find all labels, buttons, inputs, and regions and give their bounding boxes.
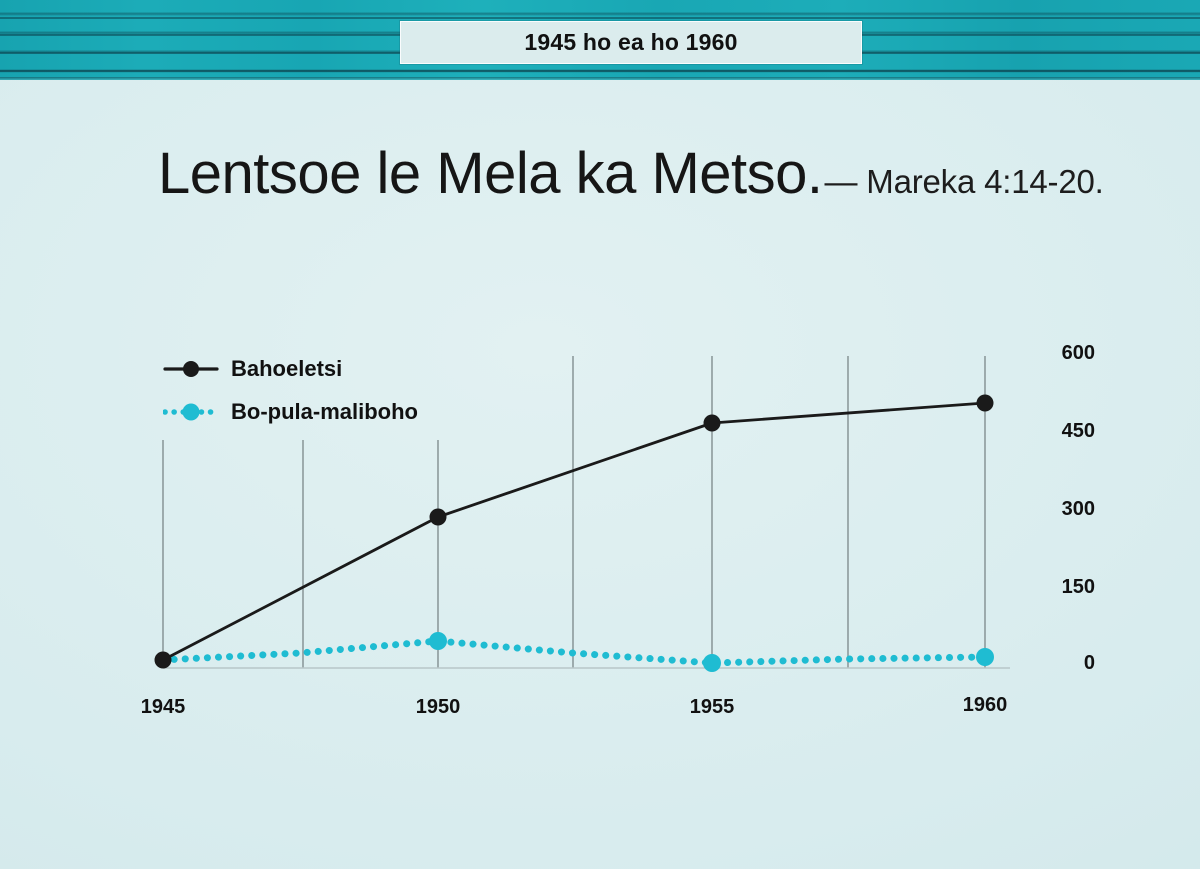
page-title: Lentsoe le Mela ka Metso. — Mareka 4:14-… <box>158 140 1104 207</box>
y-tick-label: 600 <box>1061 342 1095 364</box>
banner-title-text: 1945 ho ea ho 1960 <box>524 29 738 55</box>
legend-label: Bo-pula-maliboho <box>231 399 418 424</box>
series-bahoeletsi <box>154 394 994 669</box>
series-line-cyan <box>159 637 989 667</box>
page-title-citation: — Mareka 4:14-20. <box>824 163 1104 200</box>
legend-item-bo-pula-maliboho[interactable]: Bo-pula-maliboho <box>162 395 418 429</box>
legend-swatch-dotted-icon <box>162 402 220 422</box>
data-point-marker <box>976 648 994 666</box>
y-tick-label: 0 <box>1083 652 1095 674</box>
chart-legend: Bahoeletsi Bo-pula-maliboho <box>162 352 418 438</box>
y-tick-label: 300 <box>1061 498 1095 520</box>
legend-item-bahoeletsi[interactable]: Bahoeletsi <box>163 352 418 386</box>
plank-line <box>0 70 1200 72</box>
x-tick-label: 1955 <box>689 696 735 718</box>
series-bo-pula-maliboho <box>159 632 994 672</box>
x-tick-label: 1960 <box>962 694 1008 716</box>
header-band <box>0 0 1200 80</box>
series-line-black <box>161 401 987 662</box>
legend-label: Bahoeletsi <box>231 356 343 381</box>
data-point-marker <box>976 394 994 412</box>
data-point-marker <box>429 508 447 526</box>
page-title-main: Lentsoe le Mela ka Metso. <box>158 141 823 206</box>
x-tick-label: 1950 <box>415 696 461 718</box>
data-point-marker <box>703 654 721 672</box>
banner-title-chip: 1945 ho ea ho 1960 <box>400 21 862 64</box>
y-tick-label: 450 <box>1061 420 1095 442</box>
data-point-marker <box>703 414 721 432</box>
x-tick-label: 1945 <box>140 696 186 718</box>
plank-line <box>0 17 1200 19</box>
data-point-marker <box>154 651 172 669</box>
legend-swatch-solid-icon <box>163 359 219 379</box>
data-point-marker <box>429 632 447 650</box>
y-tick-label: 150 <box>1061 576 1095 598</box>
